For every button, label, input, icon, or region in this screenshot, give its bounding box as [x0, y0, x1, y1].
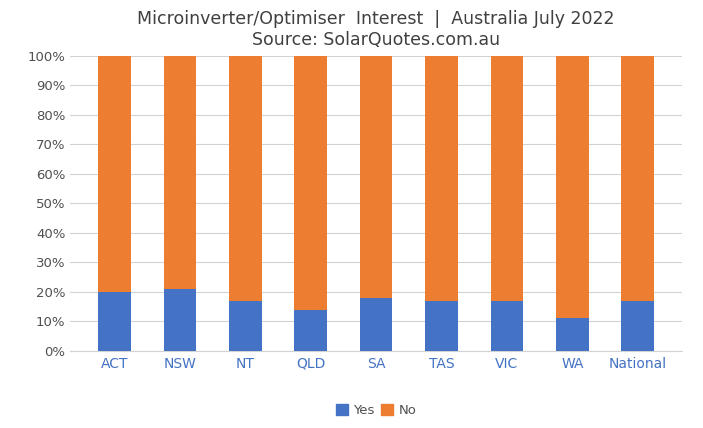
Bar: [425, 56, 458, 301]
Bar: [295, 309, 327, 351]
Bar: [491, 301, 523, 351]
Bar: [98, 56, 131, 292]
Bar: [229, 301, 262, 351]
Bar: [360, 56, 392, 298]
Bar: [556, 318, 588, 351]
Bar: [164, 56, 196, 289]
Bar: [295, 56, 327, 309]
Title: Microinverter/Optimiser  Interest  |  Australia July 2022
Source: SolarQuotes.co: Microinverter/Optimiser Interest | Austr…: [137, 10, 615, 48]
Bar: [621, 301, 654, 351]
Bar: [98, 292, 131, 351]
Bar: [164, 289, 196, 351]
Legend: Yes, No: Yes, No: [330, 399, 422, 422]
Bar: [491, 56, 523, 301]
Bar: [229, 56, 262, 301]
Bar: [425, 301, 458, 351]
Bar: [360, 298, 392, 351]
Bar: [621, 56, 654, 301]
Bar: [556, 56, 588, 318]
